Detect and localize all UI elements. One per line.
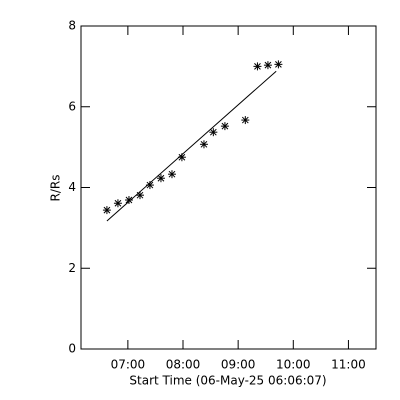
asterisk-stroke xyxy=(200,140,208,148)
data-point xyxy=(253,62,262,71)
data-point xyxy=(274,60,283,69)
asterisk-stroke xyxy=(125,196,133,204)
asterisk-stroke xyxy=(275,61,282,68)
x-tick-label: 07:00 xyxy=(111,358,146,372)
x-tick-label: 09:00 xyxy=(221,358,256,372)
data-point xyxy=(263,61,272,70)
data-point xyxy=(241,116,250,125)
asterisk-stroke xyxy=(168,170,176,178)
data-point xyxy=(220,122,229,131)
asterisk-stroke xyxy=(264,61,272,69)
asterisk-stroke xyxy=(209,128,217,136)
data-point xyxy=(209,128,218,137)
y-tick-label: 4 xyxy=(68,180,76,194)
x-axis-label: Start Time (06-May-25 06:06:07) xyxy=(129,374,326,388)
y-tick-label: 8 xyxy=(68,19,76,33)
data-point xyxy=(199,140,208,149)
plot-frame xyxy=(80,25,377,350)
x-tick-label: 08:00 xyxy=(166,358,201,372)
y-axis-label: R/Rs xyxy=(49,175,63,202)
asterisk-stroke xyxy=(114,199,122,207)
asterisk-stroke xyxy=(157,174,165,182)
data-point xyxy=(136,191,144,200)
data-point xyxy=(102,206,111,215)
data-point xyxy=(177,153,186,162)
y-tick-label: 0 xyxy=(68,342,76,356)
data-point xyxy=(156,174,165,183)
fit-line xyxy=(106,70,277,222)
asterisk-stroke xyxy=(136,191,144,199)
y-tick-label: 2 xyxy=(68,261,76,275)
asterisk-stroke xyxy=(221,122,229,130)
y-tick-label: 6 xyxy=(68,99,76,113)
data-point xyxy=(145,181,154,190)
x-tick-label: 10:00 xyxy=(276,358,311,372)
asterisk-stroke xyxy=(241,116,249,124)
x-tick-label: 11:00 xyxy=(331,358,366,372)
asterisk-stroke xyxy=(103,206,111,214)
data-point xyxy=(113,199,122,208)
data-point xyxy=(124,196,133,205)
asterisk-stroke xyxy=(254,63,261,70)
asterisk-stroke xyxy=(146,181,154,189)
asterisk-stroke xyxy=(178,153,186,161)
data-point xyxy=(167,170,176,179)
